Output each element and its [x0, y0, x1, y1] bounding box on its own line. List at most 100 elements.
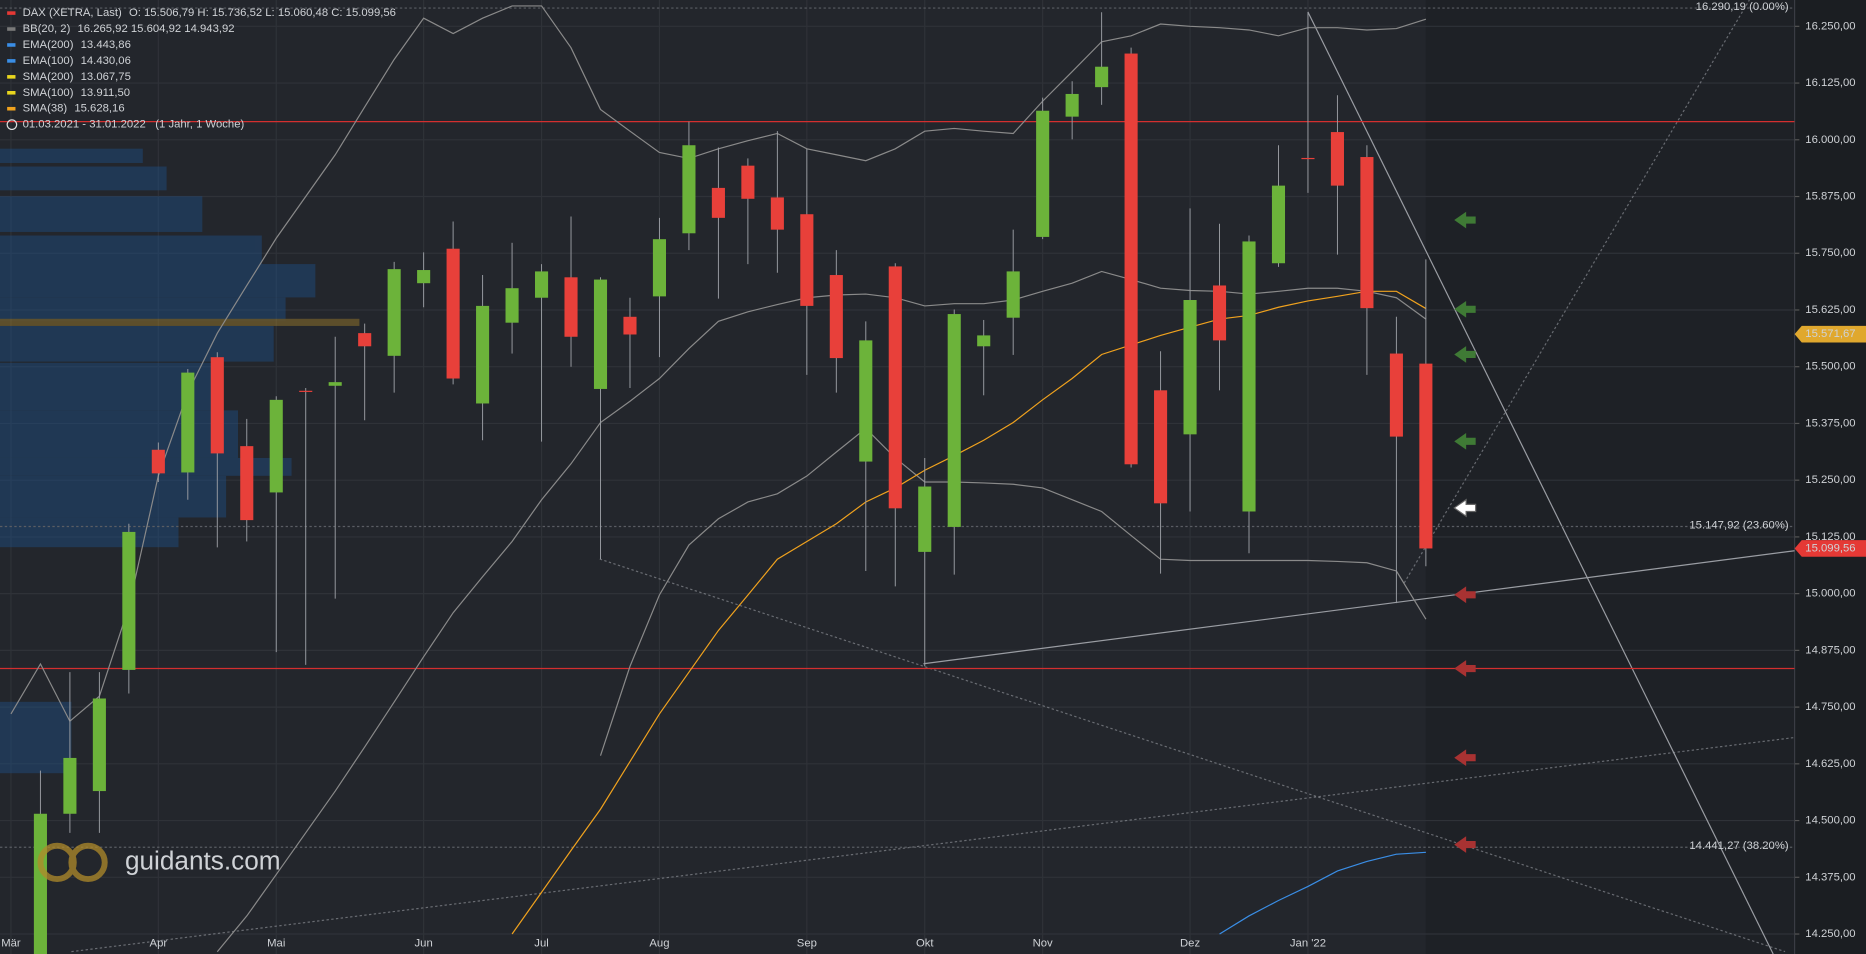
candle-body	[888, 266, 902, 509]
legend-values: 13.443,86	[81, 39, 131, 51]
candle-body	[1301, 157, 1315, 160]
legend-name: EMA(200)	[23, 39, 74, 51]
candle-body	[947, 314, 961, 527]
y-tick-label: 14.250,00	[1805, 928, 1855, 940]
y-tick-label: 16.000,00	[1805, 134, 1855, 146]
candle-body	[534, 271, 549, 298]
candle-body	[417, 270, 431, 284]
y-tick-label: 14.875,00	[1805, 644, 1855, 656]
candle-body	[977, 335, 991, 347]
x-tick-label: Nov	[1033, 937, 1053, 949]
legend-values: O: 15.506,79 H: 15.736,52 L: 15.060,48 C…	[129, 7, 396, 19]
candle-body	[1006, 271, 1020, 318]
legend-name: SMA(100)	[23, 87, 74, 99]
price-tag-label: 15.571,67	[1805, 328, 1855, 340]
x-tick-label: Jun	[415, 937, 433, 949]
period: (1 Jahr, 1 Woche)	[155, 119, 244, 131]
legend-values: 16.265,92 15.604,92 14.943,92	[77, 23, 234, 35]
candle-body	[181, 372, 195, 473]
candle-body	[151, 449, 165, 474]
y-tick-label: 15.250,00	[1805, 474, 1855, 486]
overlay-line	[599, 427, 1427, 756]
legend-name: EMA(100)	[23, 55, 74, 67]
candle-body	[1242, 241, 1256, 512]
fib-label: 15.147,92 (23.60%)	[1689, 519, 1788, 531]
candle-body	[652, 239, 667, 297]
y-tick-label: 15.500,00	[1805, 361, 1855, 373]
candle-body	[1095, 66, 1109, 88]
fib-label: 14.441,27 (38.20%)	[1689, 840, 1788, 852]
x-tick-label: Jul	[534, 937, 548, 949]
candle-body	[299, 390, 313, 392]
candle-body	[476, 305, 490, 404]
x-tick-label: Mai	[267, 937, 285, 949]
legend-swatch	[7, 11, 16, 15]
price-tag	[1794, 540, 1866, 557]
y-tick-label: 14.375,00	[1805, 871, 1855, 883]
legend-swatch	[7, 75, 16, 79]
legend-name: DAX (XETRA, Last)	[23, 7, 122, 19]
candle-body	[829, 275, 843, 359]
candle-body	[240, 446, 254, 521]
x-tick-label: Okt	[916, 937, 934, 949]
candle-body	[328, 382, 342, 386]
fib-label: 16.290,19 (0.00%)	[1696, 1, 1789, 13]
candle-body	[358, 333, 372, 347]
candle-body	[741, 165, 755, 199]
legend-values: 14.430,06	[81, 55, 131, 67]
x-tick-label: Mär	[1, 937, 21, 949]
candle-body	[1389, 353, 1403, 437]
y-tick-label: 15.625,00	[1805, 304, 1855, 316]
alert-arrows	[1453, 211, 1477, 853]
x-tick-label: Jan '22	[1290, 937, 1326, 949]
candle-body	[1419, 363, 1433, 549]
x-tick-label: Aug	[649, 937, 669, 949]
y-tick-label: 15.375,00	[1805, 417, 1855, 429]
overlay-line	[1219, 851, 1426, 935]
candle-body	[859, 340, 873, 462]
candle-body	[623, 316, 637, 335]
candle-body	[682, 145, 696, 234]
y-tick-label: 15.750,00	[1805, 247, 1855, 259]
y-tick-label: 16.125,00	[1805, 77, 1855, 89]
candle-body	[1212, 285, 1227, 341]
legend-swatch	[7, 90, 16, 95]
candle-body	[1124, 53, 1138, 465]
y-tick-label: 15.000,00	[1805, 588, 1855, 600]
candle-body	[1360, 157, 1374, 309]
candle-body	[210, 357, 224, 454]
legend-swatch	[7, 43, 16, 47]
date-range: 01.03.2021 - 31.01.2022	[23, 119, 146, 131]
candle-body	[269, 399, 283, 493]
candle-body	[63, 757, 77, 814]
legend-values: 15.628,16	[74, 103, 124, 115]
legend-name: SMA(200)	[23, 71, 74, 83]
logo	[37, 842, 108, 883]
candle-body	[1330, 132, 1344, 186]
candle-body	[918, 486, 932, 552]
candle-body	[33, 813, 47, 954]
y-tick-label: 14.750,00	[1805, 701, 1855, 713]
candle-body	[122, 531, 136, 670]
candle-body	[800, 214, 814, 306]
legend-swatch	[7, 106, 16, 111]
candle-body	[711, 187, 725, 218]
x-tick-label: Sep	[797, 937, 817, 949]
candle-body	[92, 698, 106, 792]
volume-profile	[0, 148, 360, 774]
y-tick-label: 14.625,00	[1805, 758, 1855, 770]
legend-values: 13.067,75	[81, 71, 131, 83]
candle-body	[505, 288, 519, 323]
y-tick-label: 14.500,00	[1805, 815, 1855, 827]
legend-values: 13.911,50	[81, 87, 130, 99]
legend-swatch	[7, 27, 16, 31]
candle-body	[1065, 93, 1079, 117]
candle-body	[1271, 185, 1286, 264]
legend-swatch	[7, 59, 16, 63]
x-tick-label: Apr	[150, 937, 168, 949]
price-axis	[1794, 0, 1866, 954]
y-tick-label: 16.250,00	[1805, 20, 1855, 32]
trendlines	[71, 0, 1795, 954]
candle-body	[770, 197, 784, 230]
